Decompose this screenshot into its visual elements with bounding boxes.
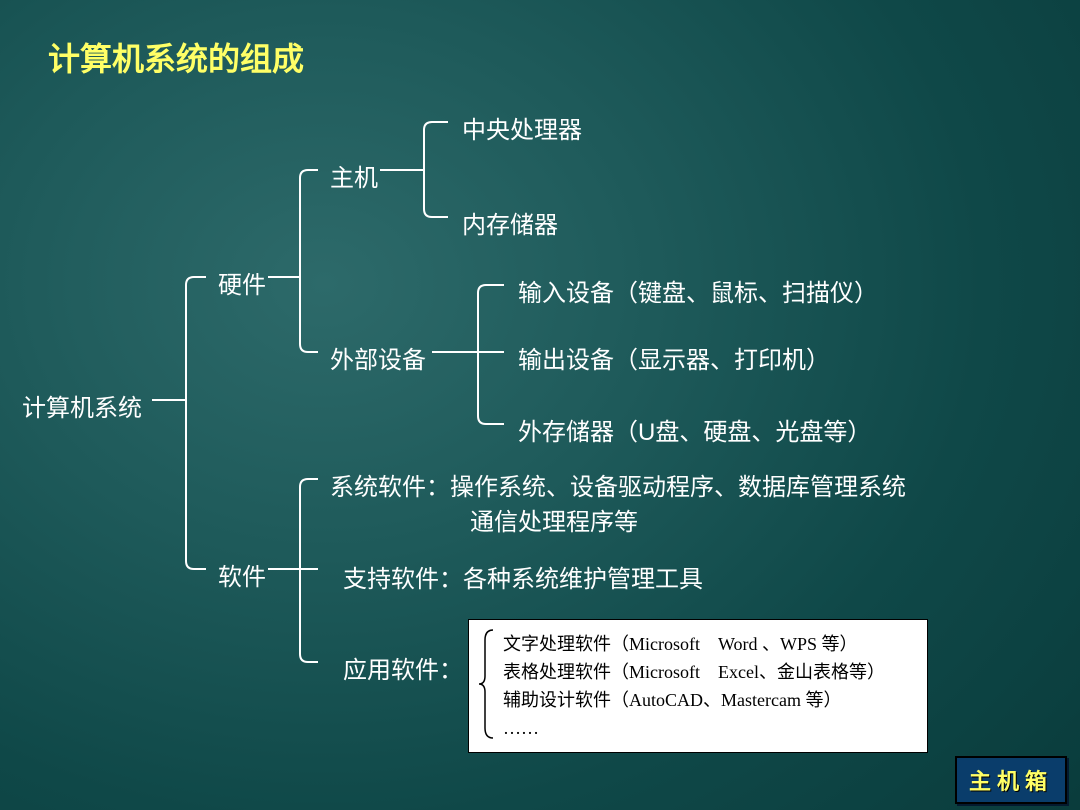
node-sys: 系统软件：操作系统、设备驱动程序、数据库管理系统 通信处理程序等 xyxy=(330,467,906,537)
node-out: 输出设备（显示器、打印机） xyxy=(518,340,830,375)
appbox-line: 文字处理软件（Microsoft Word 、WPS 等） xyxy=(503,630,913,658)
app-software-box: 文字处理软件（Microsoft Word 、WPS 等）表格处理软件（Micr… xyxy=(468,619,928,753)
appbox-line: 辅助设计软件（AutoCAD、Mastercam 等） xyxy=(503,686,913,714)
slide-title: 计算机系统的组成 xyxy=(48,34,304,80)
node-cpu: 中央处理器 xyxy=(462,110,582,145)
node-mem: 内存储器 xyxy=(462,205,558,240)
mainframe-button-label: 主机箱 xyxy=(969,769,1053,794)
node-ext: 外部设备 xyxy=(330,340,426,375)
mainframe-button[interactable]: 主机箱 xyxy=(955,756,1067,804)
node-in: 输入设备（键盘、鼠标、扫描仪） xyxy=(518,273,878,308)
node-sup: 支持软件：各种系统维护管理工具 xyxy=(343,559,703,594)
node-host: 主机 xyxy=(330,158,378,193)
node-sw: 软件 xyxy=(218,557,266,592)
node-extstor: 外存储器（U盘、硬盘、光盘等） xyxy=(518,412,871,447)
appbox-line: …… xyxy=(503,714,913,742)
node-app: 应用软件： xyxy=(343,650,463,685)
node-root: 计算机系统 xyxy=(22,388,142,423)
node-hw: 硬件 xyxy=(218,265,266,300)
appbox-line: 表格处理软件（Microsoft Excel、金山表格等） xyxy=(503,658,913,686)
